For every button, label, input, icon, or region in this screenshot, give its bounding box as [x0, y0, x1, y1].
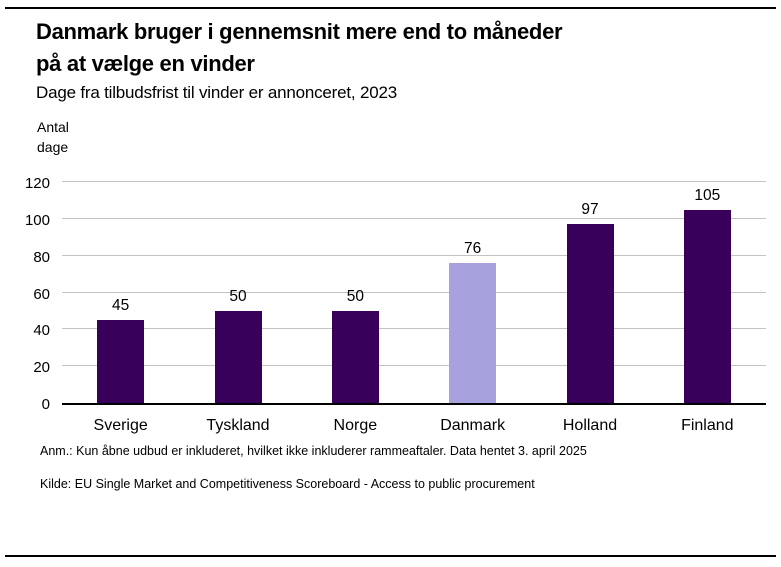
bar-value-sverige: 45: [112, 297, 130, 315]
x-category-label-sverige: Sverige: [93, 417, 148, 434]
x-category-label-norge: Norge: [333, 417, 378, 434]
x-category-label-holland: Holland: [562, 417, 618, 434]
y-axis-label: Antal dage: [37, 119, 69, 155]
top-border-line: [5, 7, 776, 9]
y-tick-label-120: 120: [24, 175, 50, 192]
bar-danmark: [449, 263, 497, 403]
gridline-y40: [62, 328, 766, 330]
bar-finland: [683, 209, 731, 403]
gridline-y80: [62, 254, 766, 256]
bar-value-holland: 97: [581, 201, 599, 219]
bar-value-finland: 105: [694, 186, 721, 204]
bar-value-danmark: 76: [464, 240, 482, 258]
bar-norge: [331, 310, 379, 403]
bar-sverige: [97, 320, 145, 403]
y-tick-label-40: 40: [33, 322, 50, 340]
bar-value-norge: 50: [346, 287, 364, 305]
y-tick-label-20: 20: [33, 359, 50, 377]
gridline-y120: [62, 181, 766, 182]
x-category-label-finland: Finland: [681, 417, 734, 434]
plot-area: 45 50 50 76 97 105: [62, 181, 766, 405]
gridline-y20: [62, 365, 766, 367]
y-tick-label-60: 60: [33, 285, 50, 303]
chart-title-line1: Danmark bruger i gennemsnit mere end to …: [36, 19, 563, 44]
footnote-source: Kilde: EU Single Market and Competitiven…: [40, 477, 535, 491]
chart-title: Danmark bruger i gennemsnit mere end to …: [36, 16, 563, 80]
x-category-label-tyskland: Tyskland: [206, 417, 270, 434]
x-category-label-danmark: Danmark: [440, 417, 506, 434]
y-tick-label-0: 0: [41, 396, 50, 413]
bar-tyskland: [214, 310, 262, 403]
chart-title-line2: på at vælge en vinder: [36, 51, 255, 76]
gridline-y60: [62, 291, 766, 293]
bar-value-tyskland: 50: [229, 287, 247, 305]
y-tick-label-80: 80: [33, 248, 50, 266]
footnote-note: Anm.: Kun åbne udbud er inkluderet, hvil…: [40, 444, 587, 458]
bottom-border-line: [5, 555, 776, 557]
bar-holland: [566, 224, 614, 403]
chart-subtitle: Dage fra tilbudsfrist til vinder er anno…: [36, 83, 397, 102]
gridline-y100: [62, 217, 766, 219]
y-tick-label-100: 100: [24, 211, 50, 229]
